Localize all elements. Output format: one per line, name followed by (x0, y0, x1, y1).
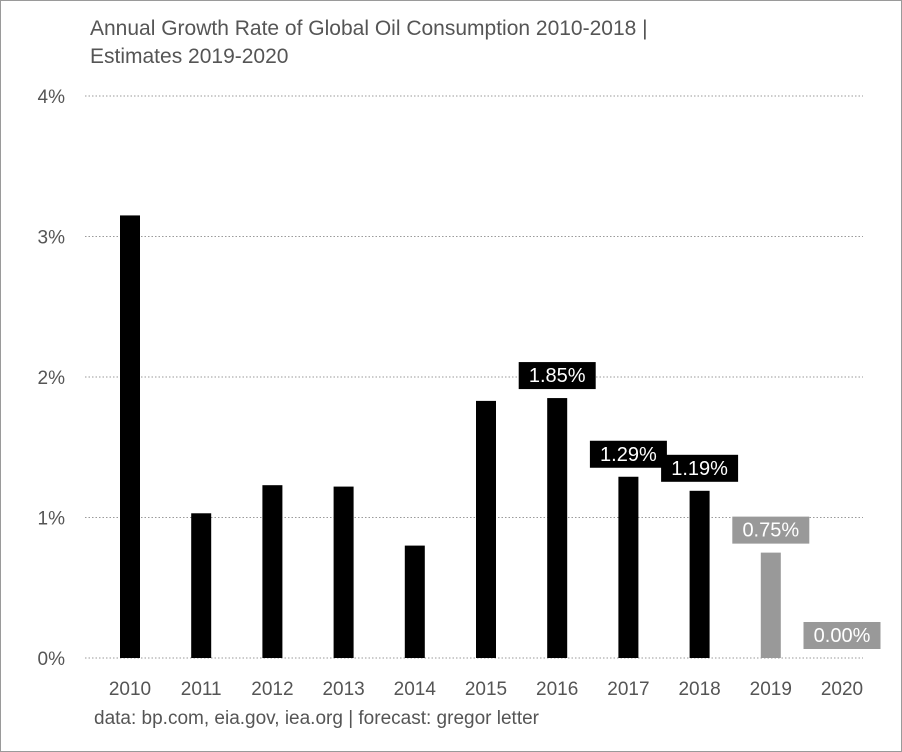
x-tick-label: 2018 (678, 679, 720, 700)
y-tick-label: 4% (38, 87, 66, 108)
bar (476, 400, 496, 658)
data-label: 1.85% (529, 365, 586, 387)
y-tick-label: 2% (38, 368, 66, 389)
x-tick-label: 2019 (750, 679, 792, 700)
data-label-box (518, 362, 596, 390)
x-tick-label: 2010 (109, 679, 151, 700)
bar (618, 476, 639, 658)
bar (191, 513, 212, 658)
y-tick-label: 1% (38, 509, 66, 530)
x-tick-label: 2012 (251, 679, 293, 700)
x-tick-label: 2011 (181, 679, 222, 700)
chart-title-line-2: Estimates 2019-2020 (90, 45, 289, 68)
bar (760, 552, 781, 658)
data-label: 1.29% (600, 444, 657, 466)
data-label: 0.75% (742, 520, 799, 542)
bar (120, 215, 140, 659)
bar (404, 545, 425, 658)
data-label-box (732, 516, 810, 544)
bar (262, 485, 283, 658)
x-tick-label: 2014 (394, 679, 437, 700)
data-label: 0.00% (814, 625, 871, 647)
bar (689, 490, 710, 658)
bar (547, 398, 568, 658)
x-tick-label: 2017 (607, 679, 649, 700)
source-note: data: bp.com, eia.gov, iea.org | forecas… (94, 708, 539, 729)
x-tick-label: 2013 (322, 679, 364, 700)
bar (333, 486, 354, 658)
x-tick-label: 2016 (536, 679, 578, 700)
data-label-box (803, 622, 881, 649)
y-tick-label: 0% (38, 649, 66, 670)
chart-title-line-1: Annual Growth Rate of Global Oil Consump… (90, 17, 648, 40)
data-label: 1.19% (671, 458, 728, 480)
y-tick-label: 3% (38, 228, 66, 249)
x-tick-label: 2020 (821, 679, 863, 700)
data-label-box (589, 440, 667, 468)
data-label-box (661, 454, 739, 482)
chart-title: Annual Growth Rate of Global Oil Consump… (90, 15, 850, 71)
x-tick-label: 2015 (465, 679, 507, 700)
